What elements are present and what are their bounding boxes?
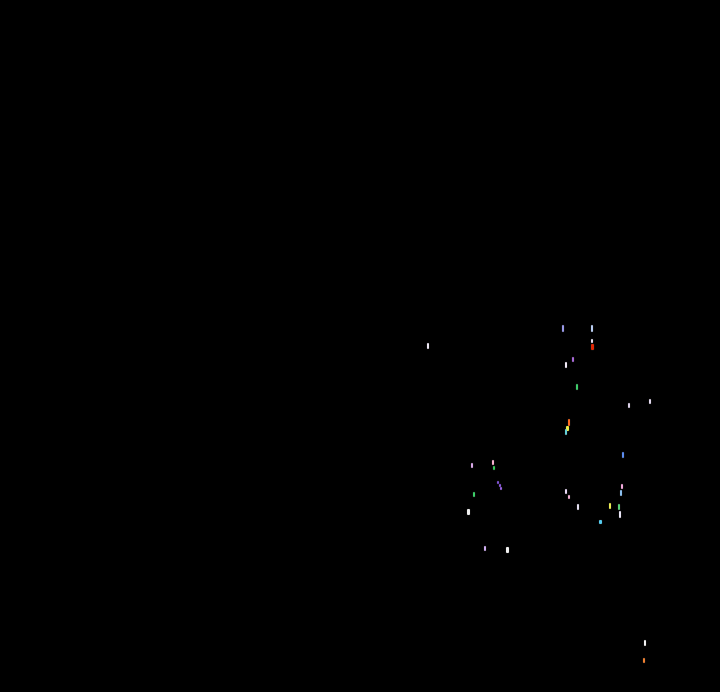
light-speck bbox=[621, 484, 623, 489]
light-speck bbox=[500, 487, 502, 490]
light-speck bbox=[576, 384, 578, 390]
light-speck bbox=[591, 325, 593, 332]
light-speck bbox=[566, 426, 569, 431]
light-speck bbox=[628, 403, 630, 408]
light-speck bbox=[620, 490, 622, 496]
light-speck bbox=[591, 339, 593, 343]
light-speck bbox=[506, 547, 509, 553]
light-speck bbox=[565, 489, 567, 494]
light-speck bbox=[565, 429, 567, 435]
light-speck bbox=[649, 399, 651, 404]
light-speck bbox=[577, 504, 579, 510]
light-speck bbox=[591, 344, 594, 350]
light-speck bbox=[644, 640, 646, 646]
light-speck bbox=[473, 492, 475, 497]
light-speck bbox=[622, 452, 624, 458]
light-speck bbox=[568, 419, 570, 426]
light-speck bbox=[599, 520, 602, 524]
light-speck bbox=[427, 343, 429, 349]
light-speck bbox=[497, 481, 499, 484]
light-speck bbox=[619, 511, 621, 518]
light-speck bbox=[493, 466, 495, 470]
light-speck bbox=[568, 495, 570, 499]
light-speck bbox=[484, 546, 486, 551]
light-speck bbox=[572, 357, 574, 362]
light-speck bbox=[565, 362, 567, 368]
light-speck bbox=[499, 484, 501, 487]
light-speck bbox=[609, 503, 611, 509]
light-speck bbox=[492, 460, 494, 465]
light-speck bbox=[618, 504, 620, 510]
light-speck bbox=[467, 509, 470, 515]
light-speck bbox=[471, 463, 473, 468]
light-speck bbox=[562, 325, 564, 332]
light-speck bbox=[643, 658, 645, 663]
